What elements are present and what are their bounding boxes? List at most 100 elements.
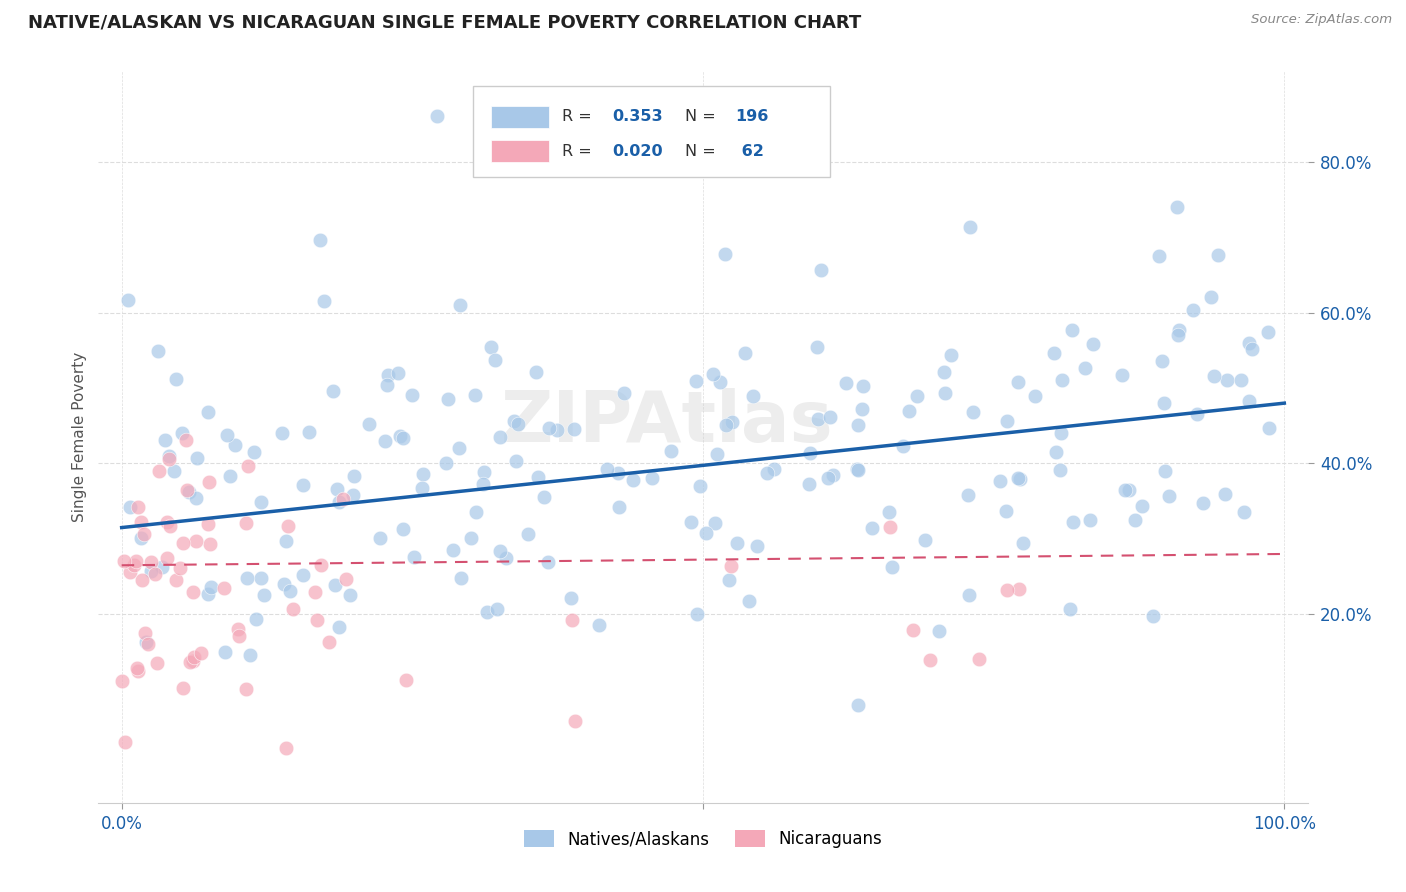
Point — [820, 409, 842, 424]
Point — [124, 554, 146, 568]
Point — [156, 550, 179, 565]
FancyBboxPatch shape — [474, 86, 830, 178]
Point — [821, 468, 844, 483]
Point — [851, 401, 873, 416]
Point — [318, 635, 340, 649]
Point — [170, 425, 193, 440]
Point — [920, 653, 942, 667]
Point — [172, 535, 194, 549]
Point — [375, 378, 398, 392]
Point — [122, 558, 145, 572]
Point — [852, 379, 875, 393]
Point — [181, 654, 204, 668]
Point — [928, 624, 950, 639]
Point — [1008, 472, 1031, 486]
Point — [1199, 291, 1222, 305]
Point — [588, 618, 610, 632]
Point — [898, 404, 921, 418]
Point — [114, 734, 136, 748]
Point — [727, 535, 749, 549]
Point — [118, 565, 141, 579]
Point — [481, 340, 503, 354]
Point — [1202, 368, 1225, 383]
Point — [659, 443, 682, 458]
Point — [845, 461, 868, 475]
Text: 0.020: 0.020 — [613, 144, 664, 159]
Point — [172, 681, 194, 695]
Point — [235, 516, 257, 530]
Point — [685, 374, 707, 388]
Point — [1114, 483, 1136, 498]
Point — [159, 519, 181, 533]
Point — [679, 515, 702, 529]
Point — [127, 500, 149, 514]
Point — [1167, 327, 1189, 342]
Point — [236, 458, 259, 473]
Point — [561, 613, 583, 627]
Point — [274, 533, 297, 548]
Point — [464, 388, 486, 402]
Point — [449, 298, 471, 312]
Point — [139, 555, 162, 569]
Text: R =: R = — [561, 144, 592, 159]
Text: ZIPAtlas: ZIPAtlas — [501, 388, 832, 457]
Point — [404, 550, 426, 565]
Point — [125, 661, 148, 675]
Point — [278, 583, 301, 598]
Point — [226, 622, 249, 636]
Point — [176, 434, 198, 448]
Point — [846, 698, 869, 712]
Point — [533, 490, 555, 504]
Point — [117, 293, 139, 307]
Point — [148, 343, 170, 358]
Point — [111, 673, 134, 688]
Point — [1130, 500, 1153, 514]
Point — [488, 544, 510, 558]
Point — [1153, 396, 1175, 410]
Point — [392, 431, 415, 445]
Point — [995, 414, 1018, 428]
Point — [613, 386, 636, 401]
Text: N =: N = — [685, 109, 716, 124]
Point — [901, 623, 924, 637]
Point — [1229, 373, 1251, 387]
Point — [846, 463, 869, 477]
Point — [112, 554, 135, 568]
Point — [860, 520, 883, 534]
Point — [959, 219, 981, 234]
Point — [995, 583, 1018, 598]
Point — [1078, 512, 1101, 526]
Point — [596, 462, 619, 476]
Point — [389, 429, 412, 443]
Point — [1049, 463, 1071, 477]
Point — [939, 348, 962, 362]
Point — [1050, 373, 1073, 387]
Point — [165, 372, 187, 386]
Text: 62: 62 — [735, 144, 763, 159]
Point — [118, 500, 141, 515]
Point — [132, 527, 155, 541]
Point — [368, 531, 391, 545]
Point — [741, 389, 763, 403]
Point — [249, 570, 271, 584]
Point — [1012, 536, 1035, 550]
Point — [495, 551, 517, 566]
Point — [807, 412, 830, 426]
Point — [1237, 394, 1260, 409]
Point — [835, 376, 858, 391]
Point — [1233, 505, 1256, 519]
Point — [957, 488, 980, 502]
Point — [560, 591, 582, 606]
Point — [183, 584, 205, 599]
Point — [484, 352, 506, 367]
Point — [276, 740, 298, 755]
Point — [129, 531, 152, 545]
Point — [689, 479, 711, 493]
Point — [426, 109, 449, 123]
Point — [1059, 602, 1081, 616]
Point — [200, 537, 222, 551]
Point — [325, 483, 347, 497]
Point — [186, 451, 208, 466]
Point — [343, 468, 366, 483]
Point — [131, 574, 153, 588]
